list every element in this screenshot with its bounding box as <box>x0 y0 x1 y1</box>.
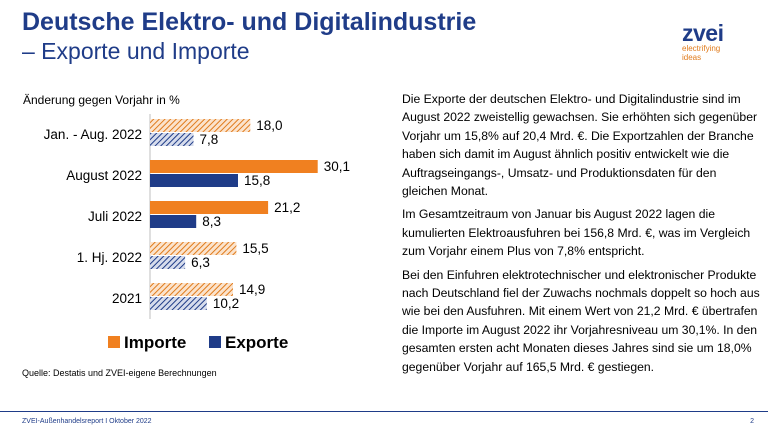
import-value-label: 15,5 <box>242 241 268 256</box>
import-value-label: 14,9 <box>239 282 265 297</box>
category-label: 2021 <box>112 291 142 306</box>
chart-source: Quelle: Destatis und ZVEI-eigene Berechn… <box>22 368 217 378</box>
export-value-label: 15,8 <box>244 173 270 188</box>
export-bar <box>150 215 197 228</box>
import-bar <box>150 242 237 255</box>
body-text: Die Exporte der deutschen Elektro- und D… <box>402 90 760 381</box>
bar-chart: Jan. - Aug. 2022 18,0 7,8 August 2022 30,1 15… <box>44 114 350 352</box>
logo-tagline-1: electrifying <box>682 44 721 53</box>
page-number: 2 <box>750 418 754 425</box>
legend-swatch-exporte <box>209 336 221 348</box>
legend-label-exporte: Exporte <box>225 333 288 352</box>
export-bar <box>150 174 238 187</box>
zvei-logo: zvei electrifying ideas <box>682 20 752 63</box>
import-bar <box>150 160 318 173</box>
export-value-label: 6,3 <box>191 255 210 270</box>
import-value-label: 21,2 <box>274 200 300 215</box>
footer: ZVEI-Außenhandelsreport I Oktober 2022 2 <box>0 411 768 433</box>
footer-report-name: ZVEI-Außenhandelsreport I Oktober 2022 <box>22 418 152 425</box>
export-value-label: 10,2 <box>213 296 239 311</box>
import-value-label: 30,1 <box>324 159 350 174</box>
export-value-label: 8,3 <box>202 214 221 229</box>
page-subtitle: – Exporte und Importe <box>22 38 250 64</box>
export-bar <box>150 133 194 146</box>
import-bar <box>150 119 251 132</box>
export-bar <box>150 256 186 269</box>
category-label: 1. Hj. 2022 <box>77 250 142 265</box>
export-bar <box>150 297 207 310</box>
paragraph-exports: Die Exporte der deutschen Elektro- und D… <box>402 92 758 199</box>
category-label: Juli 2022 <box>88 209 142 224</box>
category-label: Jan. - Aug. 2022 <box>44 127 142 142</box>
import-value-label: 18,0 <box>256 118 282 133</box>
logo-tagline-2: ideas <box>682 53 702 62</box>
paragraph-imports: Bei den Einfuhren elektrotechnischer und… <box>402 267 760 374</box>
page-title: Deutsche Elektro- und Digitalindustrie <box>22 8 477 36</box>
legend-swatch-importe <box>108 336 120 348</box>
paragraph-cumulative: Im Gesamtzeitraum von Januar bis August … <box>402 207 751 259</box>
import-bar <box>150 201 269 214</box>
legend-label-importe: Importe <box>124 333 186 352</box>
chart-subtitle: Änderung gegen Vorjahr in % <box>23 93 180 107</box>
export-value-label: 7,8 <box>199 132 218 147</box>
import-bar <box>150 283 233 296</box>
category-label: August 2022 <box>66 168 142 183</box>
logo-wordmark: zvei <box>682 20 724 46</box>
